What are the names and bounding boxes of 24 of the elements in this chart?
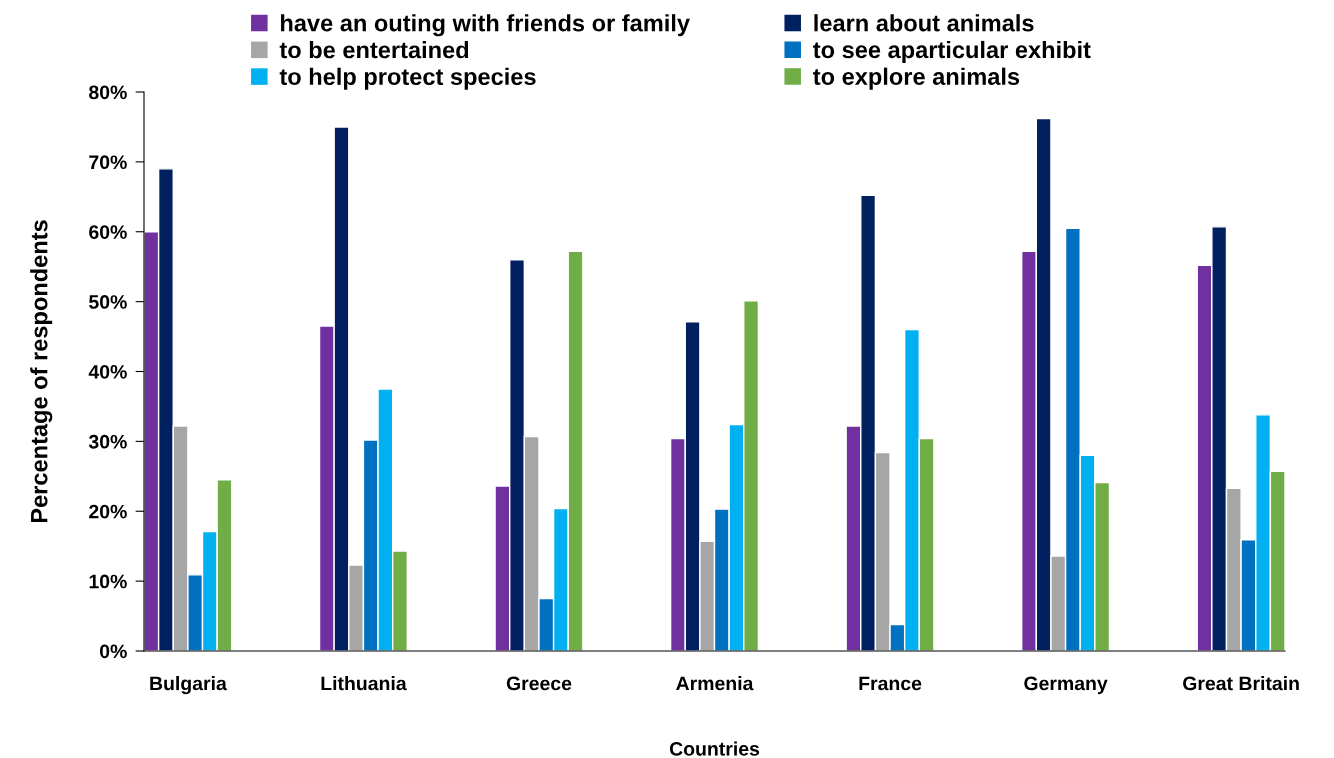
x-axis-title: Countries: [669, 741, 760, 756]
y-tick-label: 80%: [89, 85, 127, 100]
x-tick-label: Great Britain: [1183, 676, 1299, 691]
y-tick-label: 60%: [89, 225, 127, 239]
legend-label: learn about animals: [814, 14, 1034, 32]
x-tick-label: Bulgaria: [150, 676, 227, 695]
y-tick-label: 40%: [88, 364, 127, 379]
y-tick-label: 70%: [89, 155, 127, 170]
y-tick-label: 30%: [88, 434, 127, 449]
y-tick-label: 0%: [100, 644, 127, 659]
legend-label: to explore animals: [813, 67, 1020, 90]
y-axis-title: Percentage of respondents: [30, 220, 53, 523]
y-tick-label: 20%: [89, 504, 127, 519]
legend-label: to be entertained: [279, 41, 469, 59]
legend-label: have an outing with friends or family: [281, 14, 690, 37]
x-tick-label: Germany: [1024, 676, 1108, 695]
y-tick-label: 10%: [89, 574, 127, 589]
y-tick-label: 50%: [89, 295, 127, 309]
x-tick-label: Lithuania: [321, 676, 407, 691]
legend-label: to help protect species: [279, 67, 536, 90]
x-tick-label: France: [859, 676, 922, 691]
legend-label: to see aparticular exhibit: [813, 40, 1091, 63]
x-tick-label: Greece: [506, 676, 572, 691]
x-tick-label: Armenia: [676, 676, 754, 691]
